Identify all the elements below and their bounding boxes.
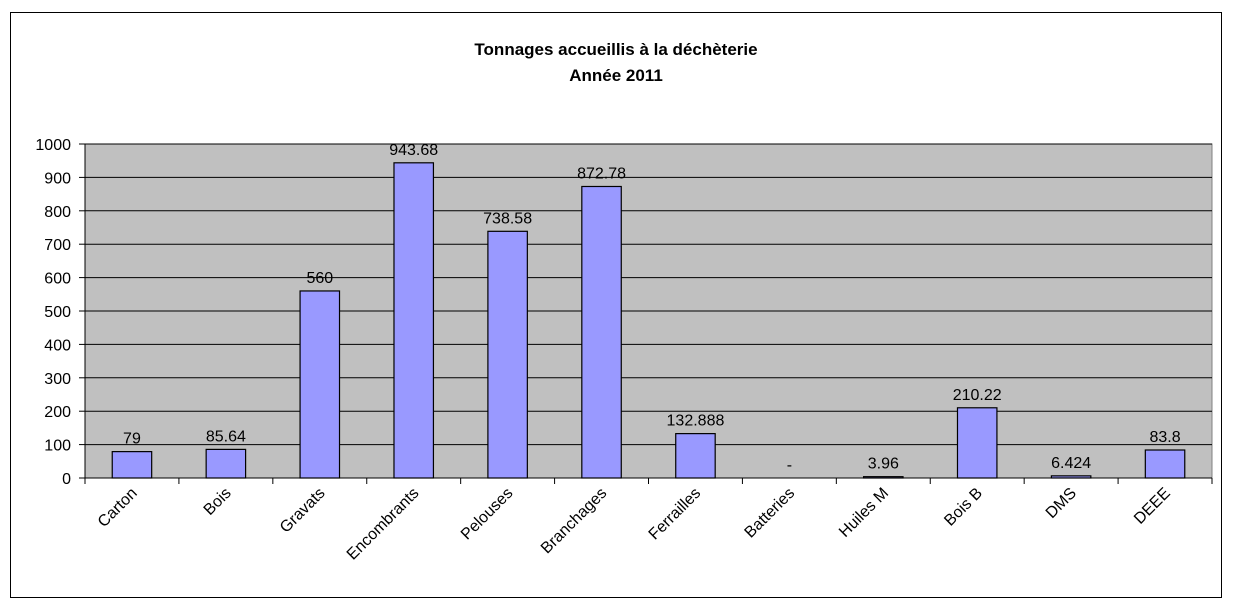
bar [1144,449,1186,479]
value-label: 79 [123,431,141,448]
y-tick-label: 600 [44,271,71,288]
value-label: 132.888 [667,413,725,430]
chart-title: Tonnages accueillis à la déchèterie [474,40,757,59]
value-label: 738.58 [483,210,532,227]
value-label: 560 [306,270,333,287]
y-tick-label: 700 [44,237,71,254]
bar [111,451,153,479]
y-tick-label: 500 [44,304,71,321]
bar [205,448,247,479]
bar [675,433,716,479]
y-tick-label: 900 [44,170,71,187]
chart-subtitle: Année 2011 [569,66,663,85]
y-tick-label: 800 [44,204,71,221]
y-tick-label: 100 [44,438,71,455]
value-label: 210.22 [953,387,1002,404]
bar [393,162,435,479]
y-tick-label: 1000 [35,137,71,154]
bar [956,407,998,479]
bar [299,290,341,479]
value-label: 6.424 [1051,455,1091,472]
value-label: - [787,457,792,474]
y-tick-label: 400 [44,337,71,354]
bar [487,230,528,479]
bar [581,185,622,479]
value-label: 872.78 [577,165,626,182]
value-label: 943.68 [389,142,438,159]
value-label: 3.96 [868,456,899,473]
value-label: 83.8 [1149,429,1180,446]
y-tick-label: 300 [44,371,71,388]
value-label: 85.64 [206,428,246,445]
y-tick-label: 0 [62,471,71,488]
y-tick-label: 200 [44,404,71,421]
